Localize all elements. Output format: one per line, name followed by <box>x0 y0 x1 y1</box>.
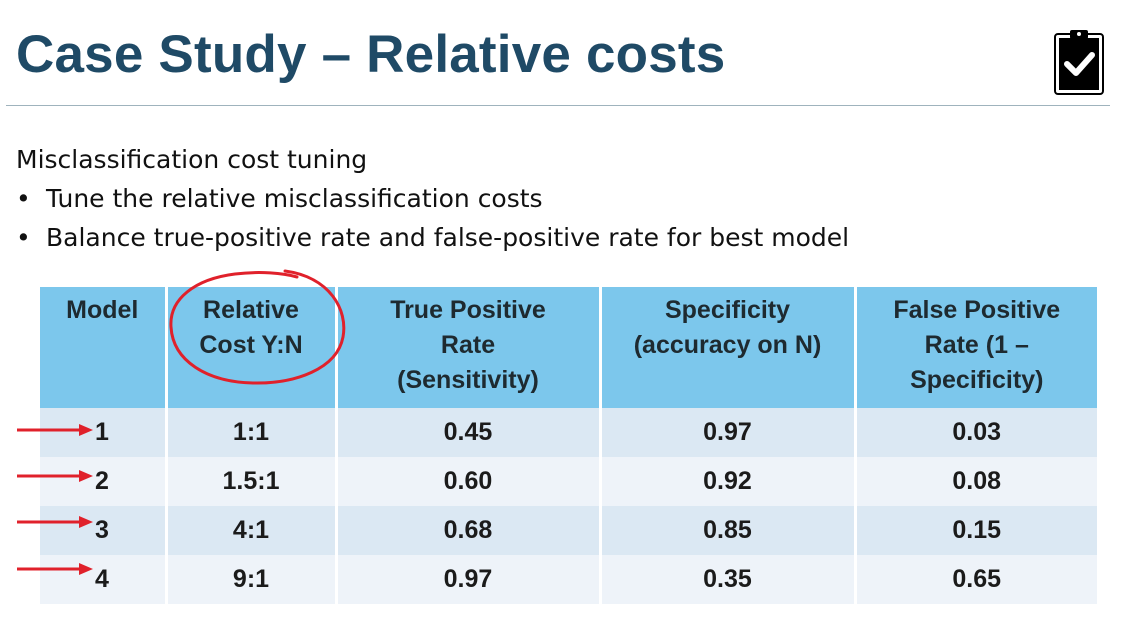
cell-relative-cost: 1:1 <box>166 408 338 457</box>
cell-false-positive-rate: 0.15 <box>855 506 1097 555</box>
row-arrows <box>17 424 93 575</box>
table-row: 1 1:1 0.45 0.97 0.03 <box>40 408 1097 457</box>
bullet-text: Tune the relative misclassification cost… <box>46 184 543 213</box>
cell-model: 4 <box>40 555 168 604</box>
cell-specificity: 0.92 <box>600 457 857 506</box>
cell-true-positive-rate: 0.45 <box>336 408 602 457</box>
header-false-positive-rate: False Positive Rate (1 – Specificity) <box>855 287 1097 408</box>
cell-relative-cost: 1.5:1 <box>166 457 338 506</box>
results-table: Model Relative Cost Y:N True Positive Ra… <box>40 287 1097 604</box>
cell-relative-cost: 9:1 <box>166 555 338 604</box>
cell-specificity: 0.97 <box>600 408 857 457</box>
bullet-glyph: • <box>16 184 31 213</box>
arrow-row-4-icon <box>17 563 93 575</box>
arrow-row-3-icon <box>17 516 93 528</box>
bullet-item: • Balance true-positive rate and false-p… <box>16 222 849 261</box>
header-specificity: Specificity (accuracy on N) <box>600 287 857 408</box>
header-true-positive-rate-text: True Positive Rate (Sensitivity) <box>390 296 546 394</box>
cell-true-positive-rate: 0.68 <box>336 506 602 555</box>
header-true-positive-rate: True Positive Rate (Sensitivity) <box>336 287 602 408</box>
cell-model: 2 <box>40 457 168 506</box>
cell-false-positive-rate: 0.65 <box>855 555 1097 604</box>
cell-true-positive-rate: 0.60 <box>336 457 602 506</box>
header-relative-cost: Relative Cost Y:N <box>166 287 338 408</box>
cell-false-positive-rate: 0.08 <box>855 457 1097 506</box>
arrow-row-1-icon <box>17 424 93 436</box>
bullet-item: • Tune the relative misclassification co… <box>16 183 849 222</box>
cell-specificity: 0.35 <box>600 555 857 604</box>
cell-relative-cost: 4:1 <box>166 506 338 555</box>
clipboard-check-icon <box>1054 30 1104 95</box>
bullet-text: Balance true-positive rate and false-pos… <box>46 223 850 252</box>
cell-false-positive-rate: 0.03 <box>855 408 1097 457</box>
bullet-list: • Tune the relative misclassification co… <box>16 183 849 261</box>
cell-model: 1 <box>40 408 168 457</box>
cell-model: 3 <box>40 506 168 555</box>
header-false-positive-rate-text: False Positive Rate (1 – Specificity) <box>893 296 1061 394</box>
bullet-glyph: • <box>16 223 31 252</box>
table-row: 3 4:1 0.68 0.85 0.15 <box>40 506 1097 555</box>
header-model: Model <box>40 287 168 408</box>
table-row: 2 1.5:1 0.60 0.92 0.08 <box>40 457 1097 506</box>
table-row: 4 9:1 0.97 0.35 0.65 <box>40 555 1097 604</box>
title-divider <box>6 105 1110 106</box>
cell-specificity: 0.85 <box>600 506 857 555</box>
header-specificity-text: Specificity (accuracy on N) <box>633 296 822 359</box>
table-header-row: Model Relative Cost Y:N True Positive Ra… <box>40 287 1097 408</box>
slide-title: Case Study – Relative costs <box>16 25 726 84</box>
header-relative-cost-text: Relative Cost Y:N <box>199 296 303 359</box>
cell-true-positive-rate: 0.97 <box>336 555 602 604</box>
arrow-row-2-icon <box>17 470 93 482</box>
slide-subtitle: Misclassification cost tuning <box>16 145 368 174</box>
